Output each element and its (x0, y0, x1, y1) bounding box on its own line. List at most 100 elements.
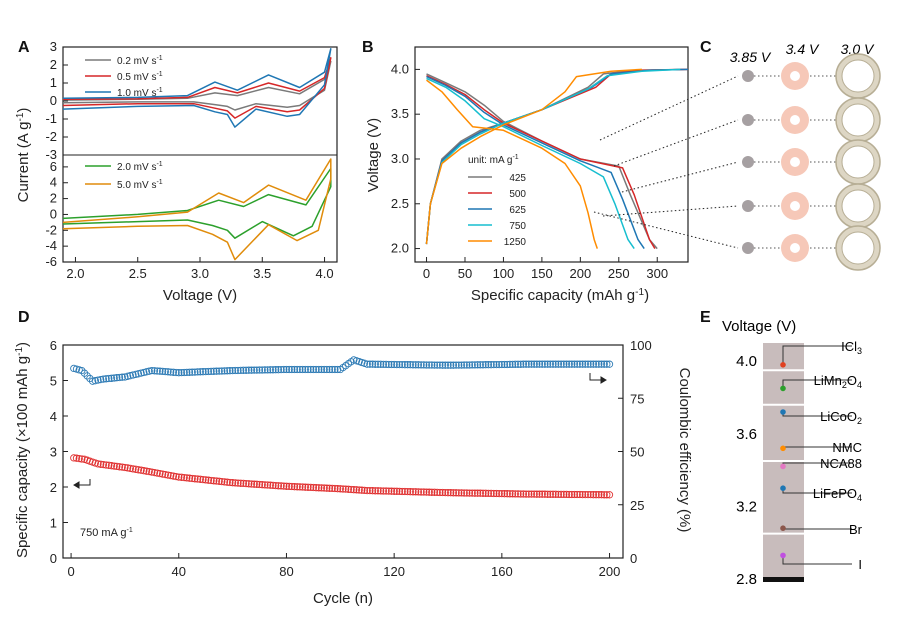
ce-point (393, 360, 401, 369)
panel-b-galvanostatic-chart: 0 50 100 150 200 250 300 4.0 3.5 3.0 2.5 2.0 unit: … (365, 46, 689, 304)
ce-point (460, 361, 468, 369)
ce-point (560, 360, 568, 368)
c-particle-3.4-core (790, 71, 800, 81)
b-xtick-label: 250 (608, 266, 630, 281)
capacity-point (113, 462, 121, 471)
d-ytick-label: 2 (50, 480, 57, 495)
capacity-point (333, 485, 342, 493)
panel-c-label-3.4: 3.4 V (786, 41, 820, 57)
capacity-point (468, 489, 476, 497)
capacity-point (274, 482, 283, 490)
ce-point (530, 360, 538, 368)
capacity-point (231, 479, 239, 487)
panel-b-to-c-connectors (593, 75, 739, 249)
capacity-point (522, 490, 530, 498)
capacity-point (75, 454, 83, 463)
ce-point (457, 361, 466, 369)
ce-point (164, 368, 172, 376)
a-bottom-ytick-label: -4 (45, 238, 57, 253)
capacity-point (328, 484, 336, 493)
capacity-point (336, 485, 344, 493)
ce-point (479, 361, 487, 369)
panel-c-label-3.85: 3.85 V (730, 49, 772, 65)
ce-point (161, 367, 169, 376)
capacity-point (129, 465, 137, 473)
ce-point (293, 365, 301, 374)
ce-point (325, 365, 334, 374)
capacity-point (239, 479, 248, 488)
ce-point (121, 373, 129, 381)
ce-point (210, 367, 218, 375)
capacity-point (307, 483, 315, 492)
c-particle-3.0-inner (841, 231, 875, 265)
ce-point (99, 375, 108, 383)
capacity-point (401, 487, 409, 496)
capacity-point (247, 480, 256, 488)
ce-point (587, 360, 595, 368)
ce-point (315, 365, 323, 374)
a-top-ytick-label: -3 (45, 147, 57, 162)
capacity-point (196, 475, 204, 483)
capacity-point (285, 482, 293, 491)
ce-point (202, 367, 210, 376)
ce-point (603, 360, 611, 368)
capacity-point (525, 490, 533, 498)
capacity-point (457, 489, 466, 497)
capacity-point (519, 490, 528, 498)
capacity-point (199, 475, 207, 484)
d-ytick-label: 6 (50, 338, 57, 353)
ce-point (250, 366, 258, 374)
ce-point (132, 370, 140, 379)
legend-label-0.2: 0.2 mV s-1 (117, 55, 163, 67)
ce-point (447, 361, 455, 369)
capacity-point (132, 465, 140, 473)
capacity-point (403, 487, 412, 496)
a-top-ytick-label: 2 (50, 57, 57, 72)
panel-d-ylabel2: Coulombic efficiency (%) (676, 368, 693, 533)
ce-point (414, 361, 423, 369)
ce-point (97, 375, 105, 384)
ce-point (371, 360, 379, 368)
capacity-point (366, 486, 374, 495)
capacity-point (473, 489, 482, 497)
ce-point (374, 360, 382, 368)
capacity-point (277, 482, 285, 490)
ce-point (441, 361, 449, 369)
c-particle-3.85 (742, 200, 754, 212)
ce-point (331, 365, 339, 374)
ce-point (196, 368, 204, 376)
a-bottom-ytick-label: -2 (45, 222, 57, 237)
capacity-point (272, 481, 280, 490)
ce-point (215, 367, 223, 375)
b-legend-label-1250: 1250 (504, 237, 527, 248)
ce-point (514, 360, 522, 368)
capacity-point (234, 479, 242, 487)
capacity-point (226, 478, 234, 487)
e-label-0: ICl3 (841, 339, 862, 356)
ce-point (255, 366, 264, 374)
ce-point (406, 361, 414, 369)
ce-point (492, 360, 501, 369)
capacity-point (549, 490, 557, 498)
capacity-point (137, 466, 145, 474)
capacity-point (167, 471, 175, 480)
panel-d-capacity-arrow (73, 479, 91, 489)
panel-b-ylabel: Voltage (V) (365, 118, 382, 192)
panel-c-particle-schematic: 3.85 V 3.4 V 3.0 V (730, 41, 881, 271)
capacity-point (191, 475, 199, 483)
capacity-point (107, 462, 116, 470)
e-label-6: Br (849, 522, 863, 537)
ce-point (565, 360, 573, 368)
e-leader-7 (782, 555, 852, 565)
e-ytick-label: 3.6 (736, 426, 757, 443)
ce-point (438, 361, 447, 369)
ce-point (231, 366, 239, 375)
capacity-point (438, 488, 447, 497)
capacity-point (350, 486, 358, 494)
ce-point (409, 361, 417, 369)
ce-point (576, 360, 584, 368)
ce-point (167, 368, 175, 376)
capacity-point (242, 479, 250, 488)
ce-point (425, 361, 433, 369)
cv-curve-top-0 (62, 60, 332, 111)
